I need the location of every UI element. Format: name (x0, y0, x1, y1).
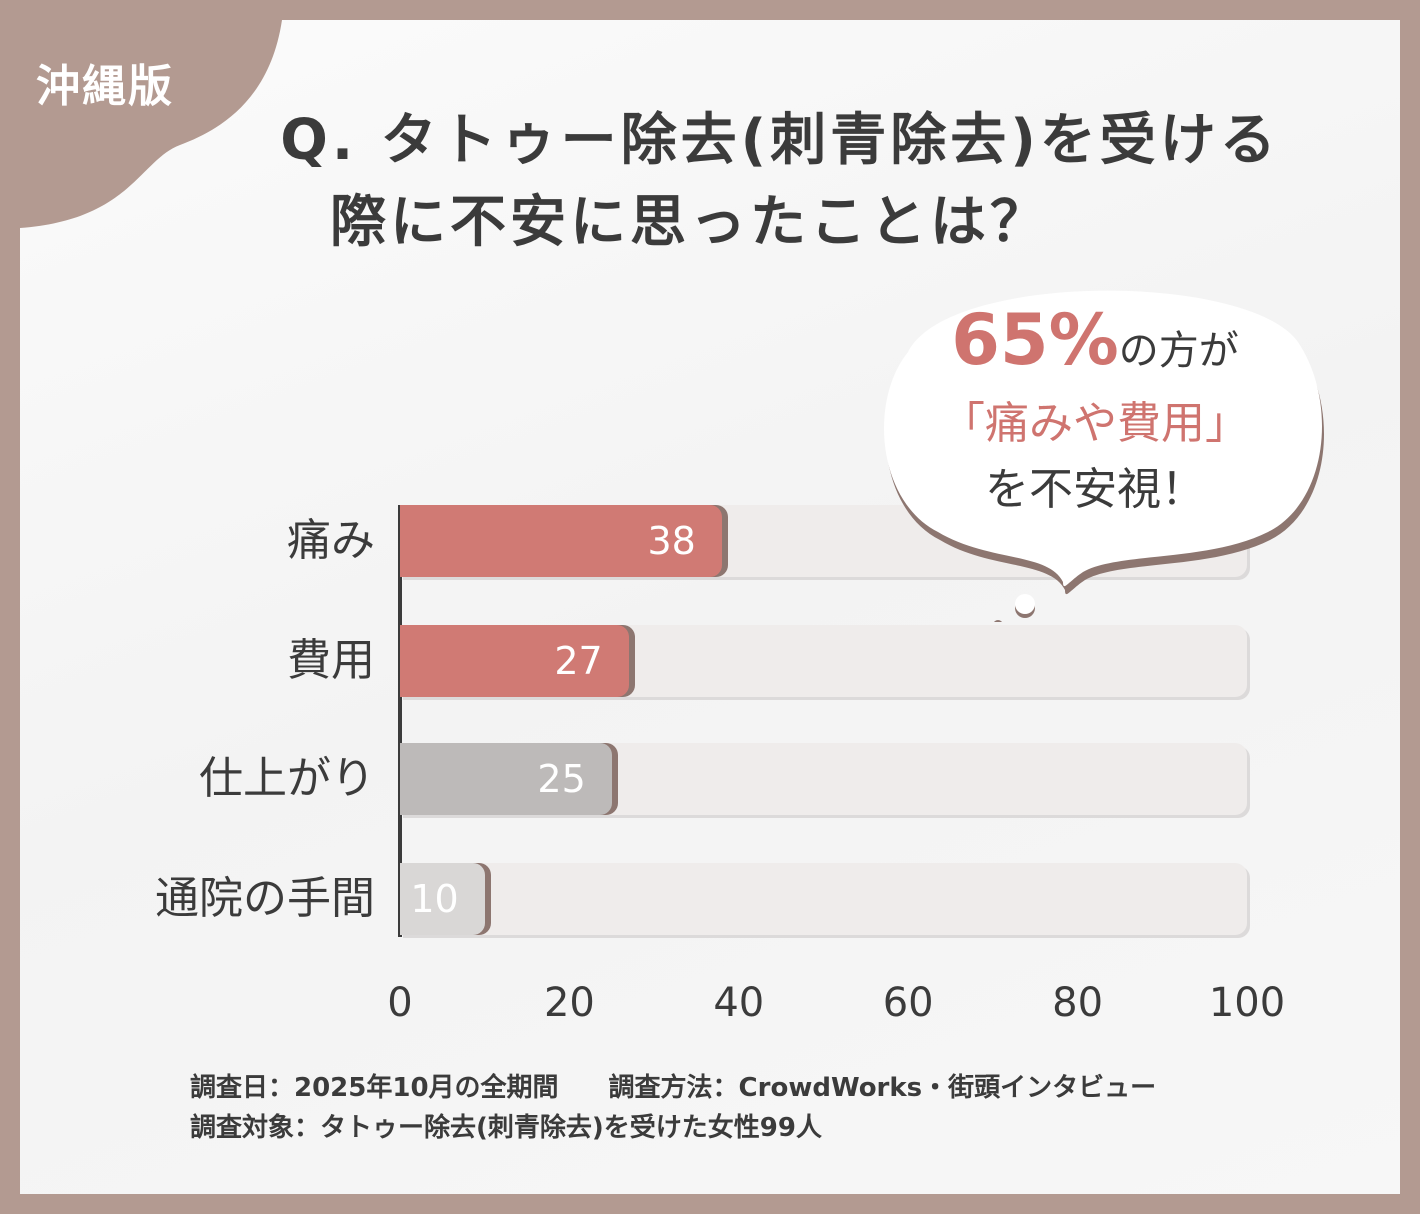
bar-value-label: 38 (647, 519, 696, 563)
survey-method: 調査方法：CrowdWorks・街頭インタビュー (608, 1073, 1157, 1103)
survey-date: 調査日：2025年10月の全期間 (190, 1073, 559, 1103)
bar-track (400, 863, 1247, 935)
callout-text: 65%の方が 「痛みや費用」 を不安視！ (880, 300, 1310, 523)
callout-percent: 65% (951, 299, 1119, 381)
callout-line2: 「痛みや費用」 (941, 398, 1249, 449)
speech-bubble (884, 290, 1324, 622)
survey-target: 調査対象：タトゥー除去(刺青除去)を受けた女性99人 (190, 1113, 822, 1143)
x-tick-label: 20 (543, 980, 595, 1026)
x-tick-label: 80 (1052, 980, 1104, 1026)
y-axis-line (398, 505, 402, 937)
chart-title: Q. タトゥー除去(刺青除去)を受ける 際に不安に思ったことは？ (0, 100, 1420, 264)
bar-value-label: 25 (537, 757, 586, 801)
title-line-2: 際に不安に思ったことは？ (330, 190, 1050, 255)
corner-badge-shape (20, 20, 282, 228)
title-line-1: Q. タトゥー除去(刺青除去)を受ける (280, 108, 1280, 173)
callout-line1: の方が (1118, 328, 1239, 374)
bar (400, 505, 722, 577)
bar (400, 743, 612, 815)
category-label: 仕上がり (199, 753, 375, 804)
category-label: 費用 (287, 635, 375, 686)
x-tick-label: 0 (387, 980, 413, 1026)
bar-value-label: 27 (554, 639, 603, 683)
x-tick-label: 100 (1208, 980, 1286, 1026)
x-tick-label: 40 (713, 980, 765, 1026)
infographic-card (20, 20, 1400, 1194)
bar (400, 625, 629, 697)
bar (400, 863, 485, 935)
survey-notes: 調査日：2025年10月の全期間 調査方法：CrowdWorks・街頭インタビュー… (190, 1068, 1206, 1148)
category-label: 通院の手間 (155, 873, 375, 924)
region-badge: 沖縄版 (36, 61, 174, 112)
callout-line3: を不安視！ (985, 464, 1205, 515)
bar-value-label: 10 (410, 877, 459, 921)
category-label: 痛み (287, 515, 375, 566)
x-tick-label: 60 (882, 980, 934, 1026)
